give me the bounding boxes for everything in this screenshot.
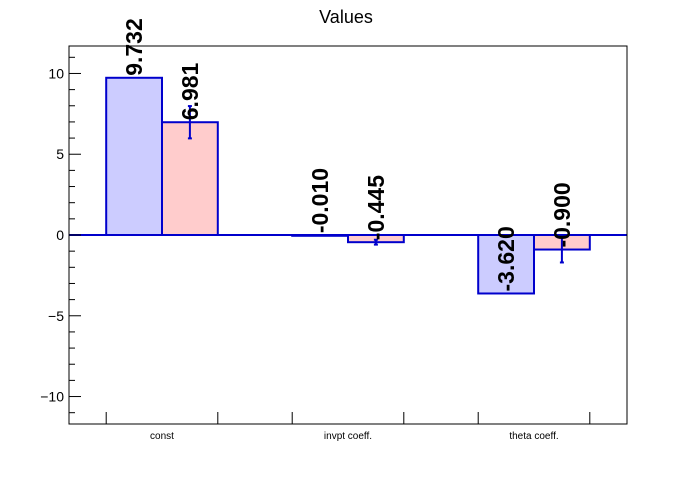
y-tick-label: 5	[56, 146, 64, 162]
data-label: 6.981	[177, 62, 203, 120]
y-tick-label: 0	[56, 227, 64, 243]
data-label: -3.620	[493, 226, 519, 291]
data-label: -0.445	[363, 175, 389, 240]
chart-title: Values	[319, 7, 373, 27]
data-label: 9.732	[121, 18, 147, 76]
y-tick-label: 10	[48, 65, 64, 81]
y-tick-label: −10	[40, 389, 64, 405]
data-label: -0.010	[307, 168, 333, 233]
x-category-label: invpt coeff.	[324, 431, 372, 442]
x-category-label: theta coeff.	[509, 431, 558, 442]
bar	[105, 76, 163, 236]
data-label: -0.900	[549, 182, 575, 247]
y-tick-label: −5	[48, 308, 64, 324]
x-category-label: const	[150, 431, 174, 442]
